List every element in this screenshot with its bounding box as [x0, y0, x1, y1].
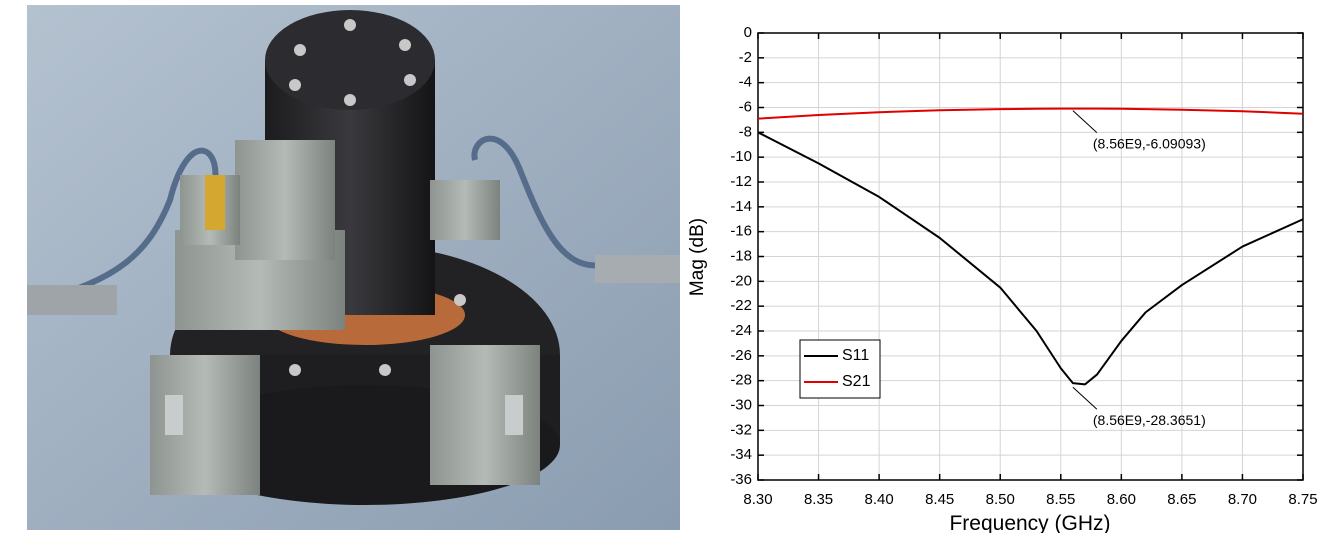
x-tick-label: 8.55	[1046, 491, 1075, 508]
chart: Mag (dB) Frequency (GHz) -36-34-32-30-28…	[687, 24, 1318, 533]
x-tick-label: 8.65	[1167, 491, 1196, 508]
x-axis-title: Frequency (GHz)	[949, 512, 1110, 533]
waveguide	[235, 140, 335, 260]
y-tick-label: -34	[730, 446, 752, 463]
legend-label: S21	[842, 373, 871, 390]
y-tick-label: -24	[730, 322, 752, 339]
y-tick-label: -28	[730, 372, 752, 389]
y-tick-label: -8	[739, 123, 752, 140]
annotation-leader	[1072, 386, 1098, 410]
y-tick-label: -36	[730, 471, 752, 488]
sma-connector	[165, 395, 183, 435]
series-line	[757, 107, 1304, 120]
x-tick-label: 8.75	[1288, 491, 1317, 508]
y-tick-label: -6	[739, 98, 752, 115]
connector	[27, 285, 117, 315]
annotation-leader	[1072, 110, 1098, 133]
x-tick-label: 8.40	[865, 491, 894, 508]
y-tick-label: -2	[739, 49, 752, 66]
y-tick-label: -14	[730, 198, 752, 215]
cylinder-top	[265, 10, 435, 110]
connector	[595, 255, 680, 283]
y-tick-label: 0	[744, 24, 752, 41]
y-tick-label: -10	[730, 148, 752, 165]
y-tick-label: -30	[730, 396, 752, 413]
y-tick-label: -26	[730, 347, 752, 364]
y-axis-title: Mag (dB)	[687, 218, 708, 296]
annotation: (8.56E9,-6.09093)	[1093, 135, 1206, 151]
y-tick-label: -16	[730, 223, 752, 240]
x-tick-label: 8.45	[925, 491, 954, 508]
x-tick-label: 8.70	[1228, 491, 1257, 508]
legend-box	[799, 339, 881, 399]
y-tick-label: -22	[730, 297, 752, 314]
y-tick-label: -4	[739, 74, 752, 91]
x-tick-label: 8.60	[1107, 491, 1136, 508]
photo	[27, 5, 680, 530]
y-tick-label: -20	[730, 272, 752, 289]
annotation: (8.56E9,-28.3651)	[1093, 412, 1206, 428]
x-tick-label: 8.50	[986, 491, 1015, 508]
series-line	[757, 131, 1304, 386]
y-tick-label: -32	[730, 421, 752, 438]
cable	[471, 135, 601, 269]
x-tick-label: 8.35	[804, 491, 833, 508]
sma-connector	[505, 395, 523, 435]
waveguide	[430, 180, 500, 240]
plot-frame	[757, 32, 1304, 481]
cable	[39, 147, 219, 303]
y-tick-label: -18	[730, 247, 752, 264]
y-tick-label: -12	[730, 173, 752, 190]
x-tick-label: 8.30	[743, 491, 772, 508]
waveguide	[430, 345, 540, 485]
sma-connector	[205, 175, 225, 230]
legend-label: S11	[842, 347, 869, 364]
